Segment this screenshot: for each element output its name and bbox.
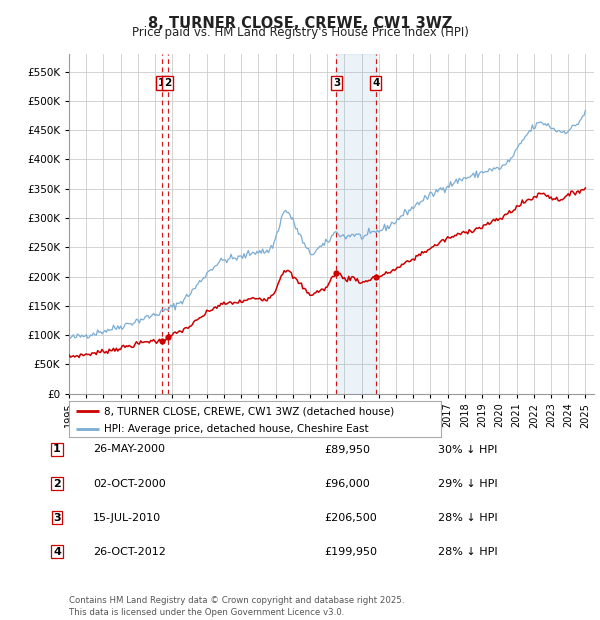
Text: 3: 3 <box>53 513 61 523</box>
Text: 1: 1 <box>158 78 165 88</box>
Text: £96,000: £96,000 <box>324 479 370 489</box>
Text: £89,950: £89,950 <box>324 445 370 454</box>
Text: 28% ↓ HPI: 28% ↓ HPI <box>438 513 497 523</box>
Text: 1: 1 <box>53 445 61 454</box>
Text: 4: 4 <box>53 547 61 557</box>
Text: 29% ↓ HPI: 29% ↓ HPI <box>438 479 497 489</box>
Text: £199,950: £199,950 <box>324 547 377 557</box>
Text: 3: 3 <box>333 78 340 88</box>
Text: HPI: Average price, detached house, Cheshire East: HPI: Average price, detached house, Ches… <box>104 424 369 434</box>
Text: £206,500: £206,500 <box>324 513 377 523</box>
Text: 26-OCT-2012: 26-OCT-2012 <box>93 547 166 557</box>
Text: 02-OCT-2000: 02-OCT-2000 <box>93 479 166 489</box>
Bar <box>337 54 376 394</box>
Text: 30% ↓ HPI: 30% ↓ HPI <box>438 445 497 454</box>
Text: 8, TURNER CLOSE, CREWE, CW1 3WZ: 8, TURNER CLOSE, CREWE, CW1 3WZ <box>148 16 452 30</box>
Text: Contains HM Land Registry data © Crown copyright and database right 2025.: Contains HM Land Registry data © Crown c… <box>69 596 404 606</box>
Text: 26-MAY-2000: 26-MAY-2000 <box>93 445 165 454</box>
Text: 4: 4 <box>372 78 379 88</box>
Text: 2: 2 <box>53 479 61 489</box>
Text: 15-JUL-2010: 15-JUL-2010 <box>93 513 161 523</box>
Text: 2: 2 <box>164 78 172 88</box>
Text: This data is licensed under the Open Government Licence v3.0.: This data is licensed under the Open Gov… <box>69 608 344 617</box>
Text: 28% ↓ HPI: 28% ↓ HPI <box>438 547 497 557</box>
Text: Price paid vs. HM Land Registry's House Price Index (HPI): Price paid vs. HM Land Registry's House … <box>131 26 469 39</box>
Text: 8, TURNER CLOSE, CREWE, CW1 3WZ (detached house): 8, TURNER CLOSE, CREWE, CW1 3WZ (detache… <box>104 406 395 416</box>
